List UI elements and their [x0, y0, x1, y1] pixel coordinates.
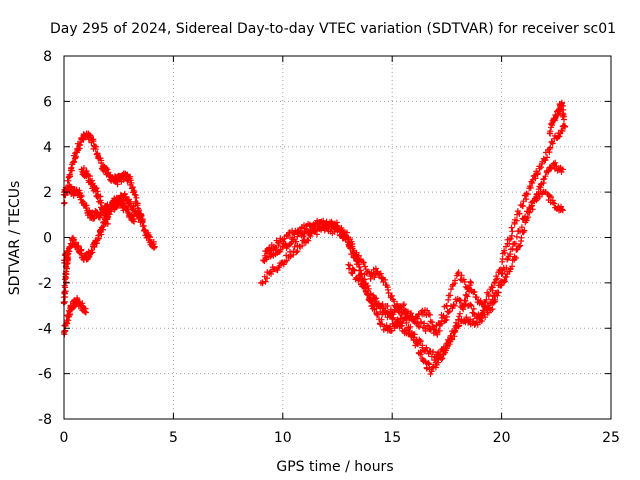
x-tick-label: 5 — [169, 430, 178, 446]
series-track-5 — [60, 247, 72, 307]
y-tick-label: 6 — [43, 94, 52, 110]
series-track-6 — [78, 165, 111, 227]
y-tick-label: 8 — [43, 49, 52, 65]
chart-title: Day 295 of 2024, Sidereal Day-to-day VTE… — [50, 21, 616, 37]
data-point-markers — [345, 261, 474, 364]
y-tick-label: 2 — [43, 185, 52, 201]
data-points — [60, 99, 569, 377]
x-tick-label: 0 — [60, 430, 69, 446]
y-tick-label: -6 — [38, 367, 52, 383]
series-track-10 — [345, 261, 474, 364]
axis-ticks: 0 5 10 15 20 25 -8 -6 -4 -2 0 2 4 6 8 — [38, 49, 620, 446]
y-tick-label: -4 — [38, 321, 52, 337]
y-tick-label: -2 — [38, 276, 52, 292]
series-track-11 — [546, 99, 567, 137]
x-tick-label: 10 — [274, 430, 292, 446]
data-point-markers — [60, 247, 72, 307]
x-tick-label: 15 — [383, 430, 401, 446]
y-tick-label: 4 — [43, 140, 52, 156]
grid-lines — [64, 56, 611, 419]
data-point-markers — [78, 165, 111, 227]
x-tick-label: 20 — [493, 430, 511, 446]
data-point-markers — [546, 99, 567, 137]
x-axis-label: GPS time / hours — [276, 459, 393, 475]
y-tick-label: 0 — [43, 231, 52, 247]
y-axis-label: SDTVAR / TECUs — [7, 181, 23, 296]
x-tick-label: 25 — [602, 430, 620, 446]
y-tick-label: -8 — [38, 412, 52, 428]
